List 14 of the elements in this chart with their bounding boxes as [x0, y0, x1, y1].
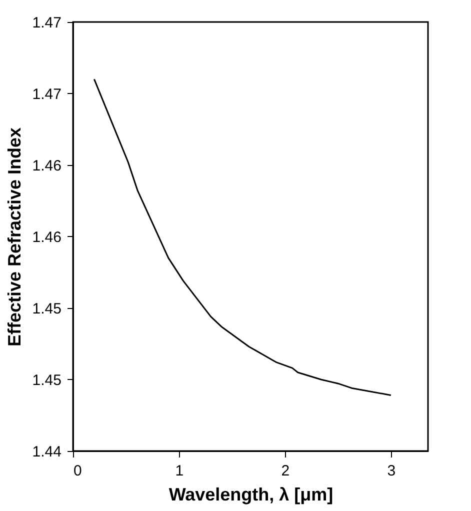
y-tick-label: 1.46	[32, 158, 62, 174]
x-tick-label: 3	[387, 462, 396, 480]
x-axis-title: Wavelength, λ [μm]	[168, 484, 334, 504]
x-tick-label: 0	[74, 462, 82, 480]
y-tick-label: 1.46	[32, 229, 62, 246]
y-tick-label: 1.44	[32, 444, 62, 460]
y-tick-label: 1.45	[32, 372, 62, 389]
x-tick-label: 2	[281, 462, 290, 480]
y-axis-title: Effective Refractive Index	[4, 127, 24, 347]
y-tick-label: 1.47	[32, 86, 62, 103]
y-tick-label: 1.45	[32, 300, 62, 318]
line-series	[93, 78, 392, 396]
x-tick-label: 1	[175, 462, 184, 480]
y-tick-label: 1.47	[32, 14, 62, 32]
